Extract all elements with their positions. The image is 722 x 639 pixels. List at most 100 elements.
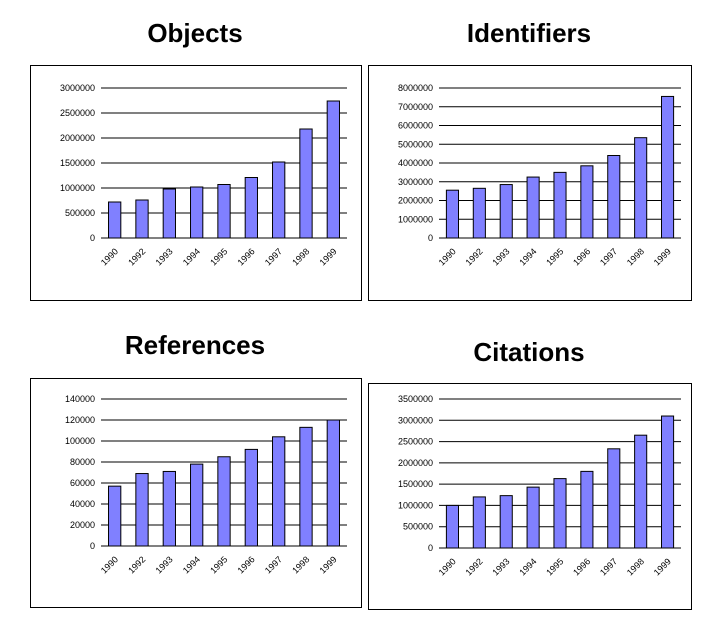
bar-1990: [445, 189, 459, 239]
bar-1998: [634, 434, 648, 549]
bar-1994: [190, 463, 204, 547]
bar-1995: [553, 171, 567, 239]
x-tick-label: 1993: [490, 246, 511, 267]
x-tick-label: 1990: [99, 246, 120, 267]
bar-1996: [580, 165, 594, 239]
x-tick-label: 1990: [437, 246, 458, 267]
bar-1994: [190, 186, 204, 239]
bar-1996: [244, 177, 258, 239]
x-tick-label: 1996: [571, 246, 592, 267]
y-tick-label: 7000000: [398, 102, 433, 112]
y-tick-label: 8000000: [398, 83, 433, 93]
x-tick-label: 1993: [490, 556, 511, 577]
y-tick-label: 500000: [65, 208, 95, 218]
chart-panel-identifiers: 0 1000000 2000000 3000000 4000000 5000000 6000…: [368, 65, 692, 301]
y-tick-label: 2500000: [398, 437, 433, 447]
x-tick-label: 1998: [625, 246, 646, 267]
objects-bar-chart: 0 500000 1000000 1500000 2000000 2500000 30000…: [60, 83, 347, 268]
references-bar-chart: 0 20000 40000 60000 80000 100000 120000 140000 1…: [65, 394, 347, 576]
x-tick-label: 1997: [598, 246, 619, 267]
x-tick-label: 1995: [544, 556, 565, 577]
identifiers-bar-chart: 0 1000000 2000000 3000000 4000000 5000000 6000…: [398, 83, 681, 268]
bar-1994: [526, 176, 540, 239]
y-tick-label: 1000000: [60, 183, 95, 193]
chart-title-citations: Citations: [473, 337, 585, 367]
x-tick-label: 1994: [517, 556, 538, 577]
x-tick-label: 1998: [290, 554, 311, 575]
chart-panel-references: 0 20000 40000 60000 80000 100000 120000 140000 1…: [30, 378, 362, 608]
x-tick-label: 1996: [236, 554, 257, 575]
bar-1996: [244, 448, 258, 547]
bar-1999: [661, 95, 675, 239]
y-tick-label: 1500000: [60, 158, 95, 168]
x-tick-label: 1994: [181, 554, 202, 575]
y-tick-label: 4000000: [398, 158, 433, 168]
x-tick-label: 1997: [263, 554, 284, 575]
y-tick-label: 0: [428, 543, 433, 553]
bar-1992: [135, 199, 149, 239]
y-tick-label: 0: [90, 541, 95, 551]
y-tick-label: 140000: [65, 394, 95, 404]
chart-panel-objects: 0 500000 1000000 1500000 2000000 2500000 30000…: [30, 65, 362, 301]
x-tick-label: 1993: [154, 554, 175, 575]
x-tick-label: 1995: [208, 554, 229, 575]
y-tick-label: 40000: [70, 499, 95, 509]
bar-1993: [499, 184, 513, 239]
bar-1998: [634, 137, 648, 239]
bar-1992: [135, 473, 149, 547]
bar-1999: [326, 100, 340, 239]
bar-1997: [272, 436, 286, 547]
chart-title-identifiers: Identifiers: [466, 18, 592, 48]
x-tick-label: 1998: [290, 246, 311, 267]
x-tick-label: 1999: [652, 556, 673, 577]
y-tick-label: 3500000: [398, 394, 433, 404]
x-tick-label: 1998: [625, 556, 646, 577]
y-tick-label: 3000000: [60, 83, 95, 93]
bar-1990: [108, 485, 122, 547]
x-tick-label: 1990: [437, 556, 458, 577]
bar-1993: [162, 188, 176, 239]
bar-1995: [217, 184, 231, 239]
bar-1997: [607, 155, 621, 239]
bar-1998: [299, 128, 313, 239]
bar-1995: [553, 478, 567, 549]
x-tick-label: 1999: [652, 246, 673, 267]
y-tick-label: 80000: [70, 457, 95, 467]
y-tick-label: 2500000: [60, 108, 95, 118]
y-tick-label: 500000: [403, 522, 433, 532]
y-tick-label: 1500000: [398, 479, 433, 489]
y-tick-label: 2000000: [398, 196, 433, 206]
y-tick-label: 20000: [70, 520, 95, 530]
bar-1990: [445, 504, 459, 549]
bar-1990: [108, 201, 122, 239]
x-tick-label: 1993: [154, 246, 175, 267]
y-tick-label: 100000: [65, 436, 95, 446]
y-tick-label: 1000000: [398, 214, 433, 224]
bar-1998: [299, 426, 313, 547]
bar-1992: [472, 496, 486, 549]
chart-title-references: References: [124, 330, 266, 360]
x-tick-label: 1996: [571, 556, 592, 577]
x-tick-label: 1997: [598, 556, 619, 577]
y-tick-label: 60000: [70, 478, 95, 488]
x-tick-label: 1992: [126, 246, 147, 267]
y-tick-label: 6000000: [398, 121, 433, 131]
y-tick-label: 3000000: [398, 415, 433, 425]
x-tick-label: 1992: [464, 246, 485, 267]
x-tick-label: 1992: [464, 556, 485, 577]
bar-1997: [272, 161, 286, 239]
x-tick-label: 1996: [236, 246, 257, 267]
y-tick-label: 0: [428, 233, 433, 243]
bar-1992: [472, 187, 486, 239]
bar-1993: [162, 470, 176, 547]
x-tick-label: 1994: [517, 246, 538, 267]
x-tick-label: 1992: [126, 554, 147, 575]
bar-1997: [607, 448, 621, 549]
x-tick-label: 1995: [208, 246, 229, 267]
x-tick-label: 1999: [318, 554, 339, 575]
x-tick-label: 1997: [263, 246, 284, 267]
bar-1994: [526, 486, 540, 549]
x-tick-label: 1995: [544, 246, 565, 267]
x-tick-label: 1999: [318, 246, 339, 267]
chart-title-objects: Objects: [147, 18, 243, 48]
